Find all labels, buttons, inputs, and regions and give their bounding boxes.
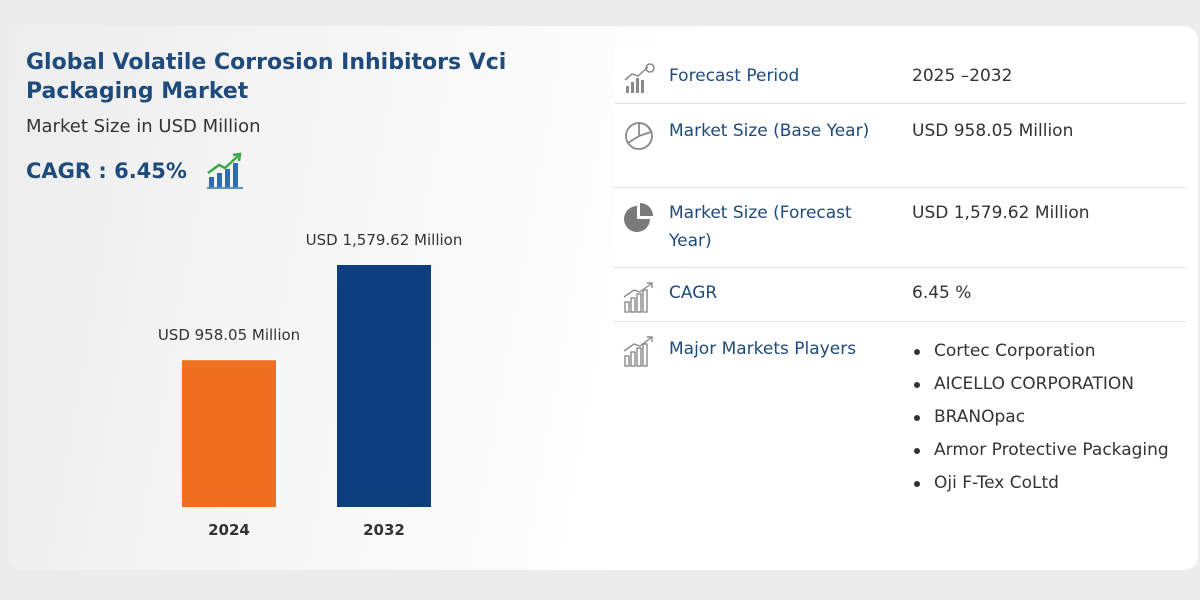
table-row-forecast-year: Market Size (Forecast Year) USD 1,579.62… bbox=[614, 188, 1186, 268]
label-forecast-year: Market Size (Forecast Year) bbox=[669, 203, 852, 251]
list-item: AICELLO CORPORATION bbox=[912, 370, 1182, 398]
table-row-cagr: CAGR 6.45 % bbox=[614, 268, 1186, 322]
chart-subtitle: Market Size in USD Million bbox=[26, 116, 261, 137]
players-list: Cortec Corporation AICELLO CORPORATION B… bbox=[912, 337, 1182, 497]
summary-table: Forecast Period 2025 –2032 Market Size (… bbox=[614, 48, 1186, 548]
list-item: Oji F-Tex CoLtd bbox=[912, 469, 1182, 497]
tick-label-2024: 2024 bbox=[208, 521, 250, 539]
bar-chart-svg: USD 958.05 Million 2024 USD 1,579.62 Milli… bbox=[158, 231, 463, 539]
bar-growth-icon bbox=[623, 336, 653, 367]
tick-label-2032: 2032 bbox=[363, 521, 405, 539]
left-panel: Global Volatile Corrosion Inhibitors Vci… bbox=[26, 48, 586, 191]
cagr-row: CAGR : 6.45% bbox=[26, 151, 586, 191]
growth-chart-icon bbox=[624, 63, 655, 93]
cagr-headline: CAGR : 6.45% bbox=[26, 159, 187, 183]
bar-2032 bbox=[337, 265, 431, 507]
bar-growth-icon bbox=[623, 282, 653, 313]
bar-chart: USD 958.05 Million 2024 USD 1,579.62 Milli… bbox=[150, 215, 480, 545]
value-base-year: USD 958.05 Million bbox=[912, 121, 1074, 141]
table-row-base-year: Market Size (Base Year) USD 958.05 Milli… bbox=[614, 104, 1186, 188]
list-item: Armor Protective Packaging bbox=[912, 436, 1182, 464]
list-item: Cortec Corporation bbox=[912, 337, 1182, 365]
list-item: BRANOpac bbox=[912, 403, 1182, 431]
label-cagr: CAGR bbox=[669, 283, 718, 303]
value-forecast-period: 2025 –2032 bbox=[912, 66, 1013, 86]
value-cagr: 6.45 % bbox=[912, 283, 972, 303]
value-players: Cortec Corporation AICELLO CORPORATION B… bbox=[912, 337, 1182, 502]
data-label-2024: USD 958.05 Million bbox=[158, 326, 300, 344]
value-forecast-year: USD 1,579.62 Million bbox=[912, 203, 1090, 223]
label-forecast-period: Forecast Period bbox=[669, 66, 800, 86]
pie-chart-outline-icon bbox=[625, 122, 653, 150]
page-title: Global Volatile Corrosion Inhibitors Vci… bbox=[26, 50, 507, 104]
table-row-forecast-period: Forecast Period 2025 –2032 bbox=[614, 48, 1186, 104]
label-players: Major Markets Players bbox=[669, 339, 857, 359]
bar-2024 bbox=[182, 360, 276, 507]
data-label-2032: USD 1,579.62 Million bbox=[306, 231, 463, 249]
table-row-players: Major Markets Players Cortec Corporation… bbox=[614, 322, 1186, 548]
growth-bars-icon bbox=[206, 152, 243, 189]
label-base-year: Market Size (Base Year) bbox=[669, 121, 870, 141]
pie-chart-filled-icon bbox=[624, 203, 653, 232]
